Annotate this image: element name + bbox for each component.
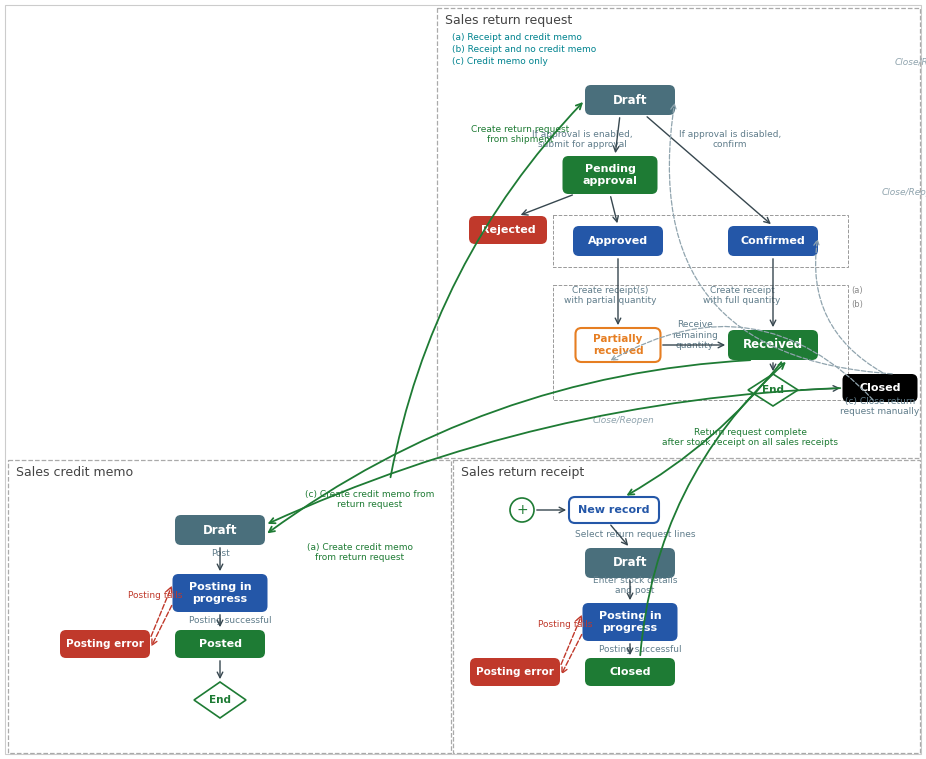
Text: Posting in
progress: Posting in progress [189,582,251,604]
Text: (a): (a) [851,286,863,295]
FancyBboxPatch shape [175,515,265,545]
Text: Confirmed: Confirmed [741,236,806,246]
FancyBboxPatch shape [728,226,818,256]
Text: (b) Receipt and no credit memo: (b) Receipt and no credit memo [452,45,596,54]
Text: (a) Create credit memo
from return request: (a) Create credit memo from return reque… [307,543,413,562]
Text: (c) Create credit memo from
return request: (c) Create credit memo from return reque… [306,490,434,509]
FancyBboxPatch shape [582,603,678,641]
Text: Create receipt
with full quantity: Create receipt with full quantity [704,285,781,305]
Text: Enter stock details
and post: Enter stock details and post [593,575,677,595]
FancyBboxPatch shape [575,328,660,362]
FancyBboxPatch shape [469,216,547,244]
Text: New record: New record [578,505,650,515]
Text: Posting successful: Posting successful [599,645,682,654]
Text: Post: Post [210,549,230,558]
FancyBboxPatch shape [728,330,818,360]
Polygon shape [748,374,798,406]
FancyBboxPatch shape [172,574,268,612]
Text: Posting error: Posting error [66,639,144,649]
Text: Posting in
progress: Posting in progress [599,611,661,633]
Text: Posting fails: Posting fails [128,591,182,600]
FancyBboxPatch shape [585,548,675,578]
Text: Draft: Draft [613,556,647,569]
FancyBboxPatch shape [573,226,663,256]
Text: Partially
received: Partially received [593,334,644,356]
FancyBboxPatch shape [175,630,265,658]
Text: Sales credit memo: Sales credit memo [16,466,133,479]
FancyBboxPatch shape [569,497,659,523]
Text: +: + [516,503,528,517]
Text: Received: Received [743,339,803,351]
Text: Select return request lines: Select return request lines [575,530,695,539]
Bar [437,8,920,458]
Text: Draft: Draft [613,93,647,106]
Text: Pending
approval: Pending approval [582,164,637,186]
Text: (a) Receipt and credit memo: (a) Receipt and credit memo [452,33,582,42]
Text: Close/Reopen: Close/Reopen [593,416,655,425]
Text: End: End [209,695,231,705]
Text: Close/Reopen: Close/Reopen [882,188,926,197]
Text: If approval is enabled,
submit for approval: If approval is enabled, submit for appro… [532,130,632,149]
Text: Closed: Closed [609,667,651,677]
FancyBboxPatch shape [585,658,675,686]
Text: (c) Close return
request manually: (c) Close return request manually [841,397,920,416]
Text: Return request complete
after stock receipt on all sales receipts: Return request complete after stock rece… [662,427,838,447]
Bar [553,215,848,267]
Text: Posting fails: Posting fails [538,620,593,629]
Text: Sales return request: Sales return request [445,14,572,27]
FancyBboxPatch shape [843,374,918,402]
Text: End: End [762,385,784,395]
Text: Receive
remaining
quantity: Receive remaining quantity [672,320,718,350]
Text: Posting successful: Posting successful [189,616,271,625]
Polygon shape [194,682,246,718]
FancyBboxPatch shape [585,85,675,115]
Text: Create return request
from shipment: Create return request from shipment [471,124,569,144]
Bar [453,460,920,753]
FancyBboxPatch shape [562,156,657,194]
FancyBboxPatch shape [470,658,560,686]
Bar [8,460,451,753]
Text: Closed: Closed [859,383,901,393]
Text: Close/Reopen: Close/Reopen [895,58,926,67]
Bar [553,285,848,400]
Text: Posting error: Posting error [476,667,554,677]
Text: Approved: Approved [588,236,648,246]
FancyBboxPatch shape [60,630,150,658]
Text: (b): (b) [851,300,863,309]
Text: Sales return receipt: Sales return receipt [461,466,584,479]
Text: (c) Credit memo only: (c) Credit memo only [452,57,548,66]
Text: If approval is disabled,
confirm: If approval is disabled, confirm [679,130,782,149]
Text: Create receipt(s)
with partial quantity: Create receipt(s) with partial quantity [564,285,657,305]
Text: Posted: Posted [198,639,242,649]
Text: Rejected: Rejected [481,225,535,235]
Text: Draft: Draft [203,524,237,537]
